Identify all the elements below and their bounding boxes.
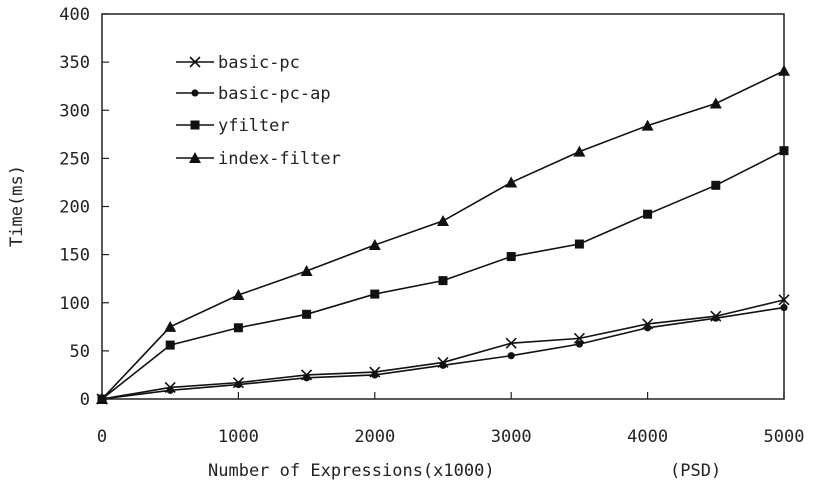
y-axis-ticks: 0 50 100 150 200 250 300 350 400 — [59, 5, 109, 410]
legend-label: basic-pc-ap — [218, 84, 331, 104]
data-point-yfilter — [643, 209, 653, 219]
series-line-basic-pc — [101, 299, 785, 400]
data-point-basic-pc-ap — [712, 314, 720, 322]
legend-item-yfilter: yfilter — [176, 116, 290, 136]
data-point-index-filter — [573, 145, 586, 157]
y-tick-label: 150 — [59, 246, 90, 266]
data-point-index-filter — [300, 264, 313, 276]
x-tick-label: 3000 — [491, 427, 532, 447]
y-tick-label: 100 — [59, 294, 90, 314]
data-point-index-filter — [437, 214, 449, 226]
marker-stroke — [189, 56, 201, 68]
data-point-basic-pc-ap — [234, 380, 242, 389]
y-axis-label: Time(ms) — [7, 165, 27, 247]
marker-stroke — [505, 337, 517, 349]
y-tick-label: 350 — [59, 53, 90, 73]
x-tick-label: 1000 — [218, 427, 259, 447]
legend-marker — [189, 56, 201, 68]
legend-marker — [191, 89, 199, 97]
data-point-index-filter — [709, 97, 722, 109]
data-point-yfilter — [506, 252, 516, 262]
data-point-index-filter — [778, 64, 790, 76]
series-index-filter — [96, 64, 790, 404]
data-point-index-filter — [96, 393, 108, 404]
data-point-basic-pc-ap — [507, 352, 515, 360]
data-point-yfilter — [711, 180, 721, 190]
data-point-yfilter — [302, 309, 312, 319]
y-tick-label: 0 — [80, 390, 90, 410]
data-point-index-filter — [505, 176, 518, 188]
series-line-index-filter — [101, 70, 785, 400]
x-axis-ticks: 0 1000 2000 3000 4000 5000 — [97, 392, 805, 447]
legend-label: yfilter — [218, 116, 290, 136]
marker-stroke — [573, 332, 585, 344]
data-point-basic-pc-ap — [780, 303, 788, 312]
data-point-yfilter — [779, 146, 789, 156]
data-point-basic-pc-ap — [166, 386, 174, 394]
legend-marker — [189, 152, 201, 163]
legend-item-basic-pc-ap: basic-pc-ap — [176, 84, 331, 104]
legend: basic-pc basic-pc-ap yfilter index-filter — [176, 53, 341, 169]
y-tick-label: 200 — [59, 198, 90, 218]
plot-frame — [101, 13, 785, 400]
y-tick-label: 300 — [59, 101, 90, 121]
legend-item-basic-pc: basic-pc — [176, 53, 300, 73]
data-point-yfilter — [438, 276, 448, 286]
x-tick-label: 2000 — [354, 427, 395, 447]
x-axis-label-note: (PSD) — [670, 461, 721, 481]
data-point-basic-pc — [505, 337, 517, 349]
data-point-basic-pc — [573, 332, 585, 344]
data-point-index-filter — [232, 289, 245, 301]
legend-item-index-filter: index-filter — [176, 149, 341, 169]
legend-label: basic-pc — [218, 53, 300, 73]
series-basic-pc-ap — [98, 303, 788, 403]
legend-label: index-filter — [218, 149, 341, 169]
x-axis-label: Number of Expressions(x1000) — [208, 461, 495, 481]
data-point-basic-pc-ap — [575, 340, 584, 348]
data-point-basic-pc-ap — [371, 371, 379, 379]
marker-stroke — [778, 294, 790, 306]
y-tick-label: 50 — [70, 342, 90, 362]
y-tick-label: 400 — [59, 5, 90, 25]
data-point-index-filter — [641, 119, 654, 131]
data-point-basic-pc-ap — [439, 361, 447, 369]
data-point-index-filter — [368, 239, 381, 250]
data-point-index-filter — [164, 320, 177, 332]
x-tick-label: 5000 — [764, 427, 805, 447]
x-tick-label: 4000 — [627, 427, 668, 447]
y-tick-label: 250 — [59, 149, 90, 169]
data-point-yfilter — [370, 289, 380, 299]
data-point-basic-pc-ap — [303, 374, 311, 382]
series-layer — [96, 64, 790, 405]
data-point-basic-pc — [778, 294, 790, 306]
legend-marker — [190, 120, 200, 130]
x-tick-label: 0 — [97, 427, 107, 447]
data-point-basic-pc-ap — [644, 324, 652, 332]
data-point-yfilter — [233, 323, 243, 333]
data-point-yfilter — [165, 340, 175, 350]
data-point-yfilter — [574, 239, 584, 249]
